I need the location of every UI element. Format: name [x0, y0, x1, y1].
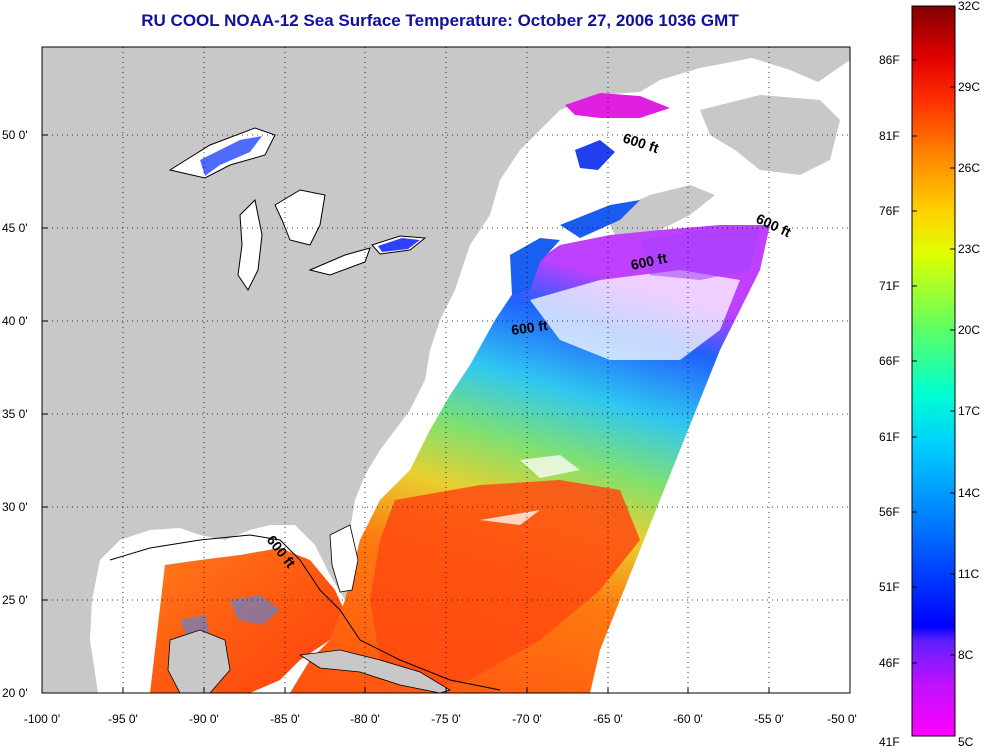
map-title: RU COOL NOAA-12 Sea Surface Temperature:…	[141, 11, 739, 30]
colorbar-f-label: 56F	[879, 505, 900, 519]
lat-tick-label: 20 0'	[2, 686, 28, 700]
land-mass	[42, 47, 850, 693]
colorbar-f-label: 51F	[879, 580, 900, 594]
lake-ontario-sst	[378, 238, 420, 252]
land-cuba	[298, 649, 451, 693]
lat-tick-label: 25 0'	[2, 593, 28, 607]
lat-tick-label: 50 0'	[2, 128, 28, 142]
lake-michigan	[237, 198, 263, 291]
colorbar-c-label: 20C	[958, 323, 980, 337]
lat-tick-label: 35 0'	[2, 407, 28, 421]
lon-tick-label: -50 0'	[827, 712, 857, 726]
isobath-600ft-line	[109, 534, 501, 691]
colorbar-c-label: 23C	[958, 242, 980, 256]
sst-scotian-shelf-cold	[560, 200, 640, 238]
sst-cloud-gaps	[480, 270, 740, 525]
sst-gulf-cool-patches	[180, 595, 280, 640]
colorbar-f-label: 46F	[879, 656, 900, 670]
sst-st-lawrence-cold	[565, 93, 670, 118]
contour-label-600ft: 600 ft	[510, 317, 549, 338]
axis-ticks	[41, 134, 851, 694]
sst-labrador-purple	[640, 228, 760, 280]
colorbar-c-label: 32C	[958, 0, 980, 13]
lat-tick-label: 30 0'	[2, 500, 28, 514]
sst-gulf-stream-warm	[370, 480, 640, 690]
lon-tick-label: -80 0'	[350, 712, 380, 726]
lon-tick-label: -55 0'	[754, 712, 784, 726]
lake-erie	[308, 247, 371, 276]
colorbar-f-label: 61F	[879, 430, 900, 444]
lon-axis-labels: -100 0' -95 0' -90 0' -85 0' -80 0' -75 …	[24, 712, 857, 726]
colorbar-c-label: 8C	[958, 648, 974, 662]
colorbar-f-label: 86F	[879, 53, 900, 67]
colorbar: 86F 81F 76F 71F 66F 61F 56F 51F 46F 41F …	[879, 0, 980, 749]
colorbar-f-label: 81F	[879, 129, 900, 143]
lake-huron	[274, 189, 326, 246]
lon-tick-label: -100 0'	[24, 712, 60, 726]
contour-label-600ft: 600 ft	[629, 250, 668, 273]
lon-tick-label: -85 0'	[270, 712, 300, 726]
sst-gulf-of-maine-cold	[510, 238, 560, 295]
colorbar-c-label: 17C	[958, 404, 980, 418]
sst-st-lawrence-blue	[575, 140, 615, 170]
lon-tick-label: -90 0'	[189, 712, 219, 726]
land-nova-scotia	[605, 185, 715, 245]
lat-tick-label: 40 0'	[2, 314, 28, 328]
lon-tick-label: -75 0'	[431, 712, 461, 726]
land-maritimes	[700, 95, 840, 175]
lat-axis-labels: 20 0' 25 0' 30 0' 35 0' 40 0' 45 0' 50 0…	[2, 128, 28, 700]
lon-tick-label: -95 0'	[108, 712, 138, 726]
lon-tick-label: -60 0'	[673, 712, 703, 726]
colorbar-f-label: 41F	[879, 735, 900, 749]
lon-tick-label: -70 0'	[512, 712, 542, 726]
colorbar-c-label: 5C	[958, 735, 974, 749]
lake-superior-sst	[200, 136, 262, 176]
land-yucatan	[167, 629, 231, 693]
colorbar-c-label: 11C	[958, 567, 979, 581]
colorbar-c-label: 26C	[958, 161, 980, 175]
lon-tick-label: -65 0'	[593, 712, 623, 726]
lat-tick-label: 45 0'	[2, 221, 28, 235]
colorbar-c-label: 14C	[958, 486, 980, 500]
colorbar-f-label: 66F	[879, 354, 900, 368]
florida-shelf	[329, 524, 359, 593]
colorbar-f-label: 76F	[879, 204, 900, 218]
colorbar-c-label: 29C	[958, 80, 980, 94]
colorbar-f-label: 71F	[879, 279, 900, 293]
colorbar-gradient	[911, 5, 956, 737]
map-plot-area: 600 ft 600 ft 600 ft 600 ft 600 ft	[42, 47, 850, 693]
